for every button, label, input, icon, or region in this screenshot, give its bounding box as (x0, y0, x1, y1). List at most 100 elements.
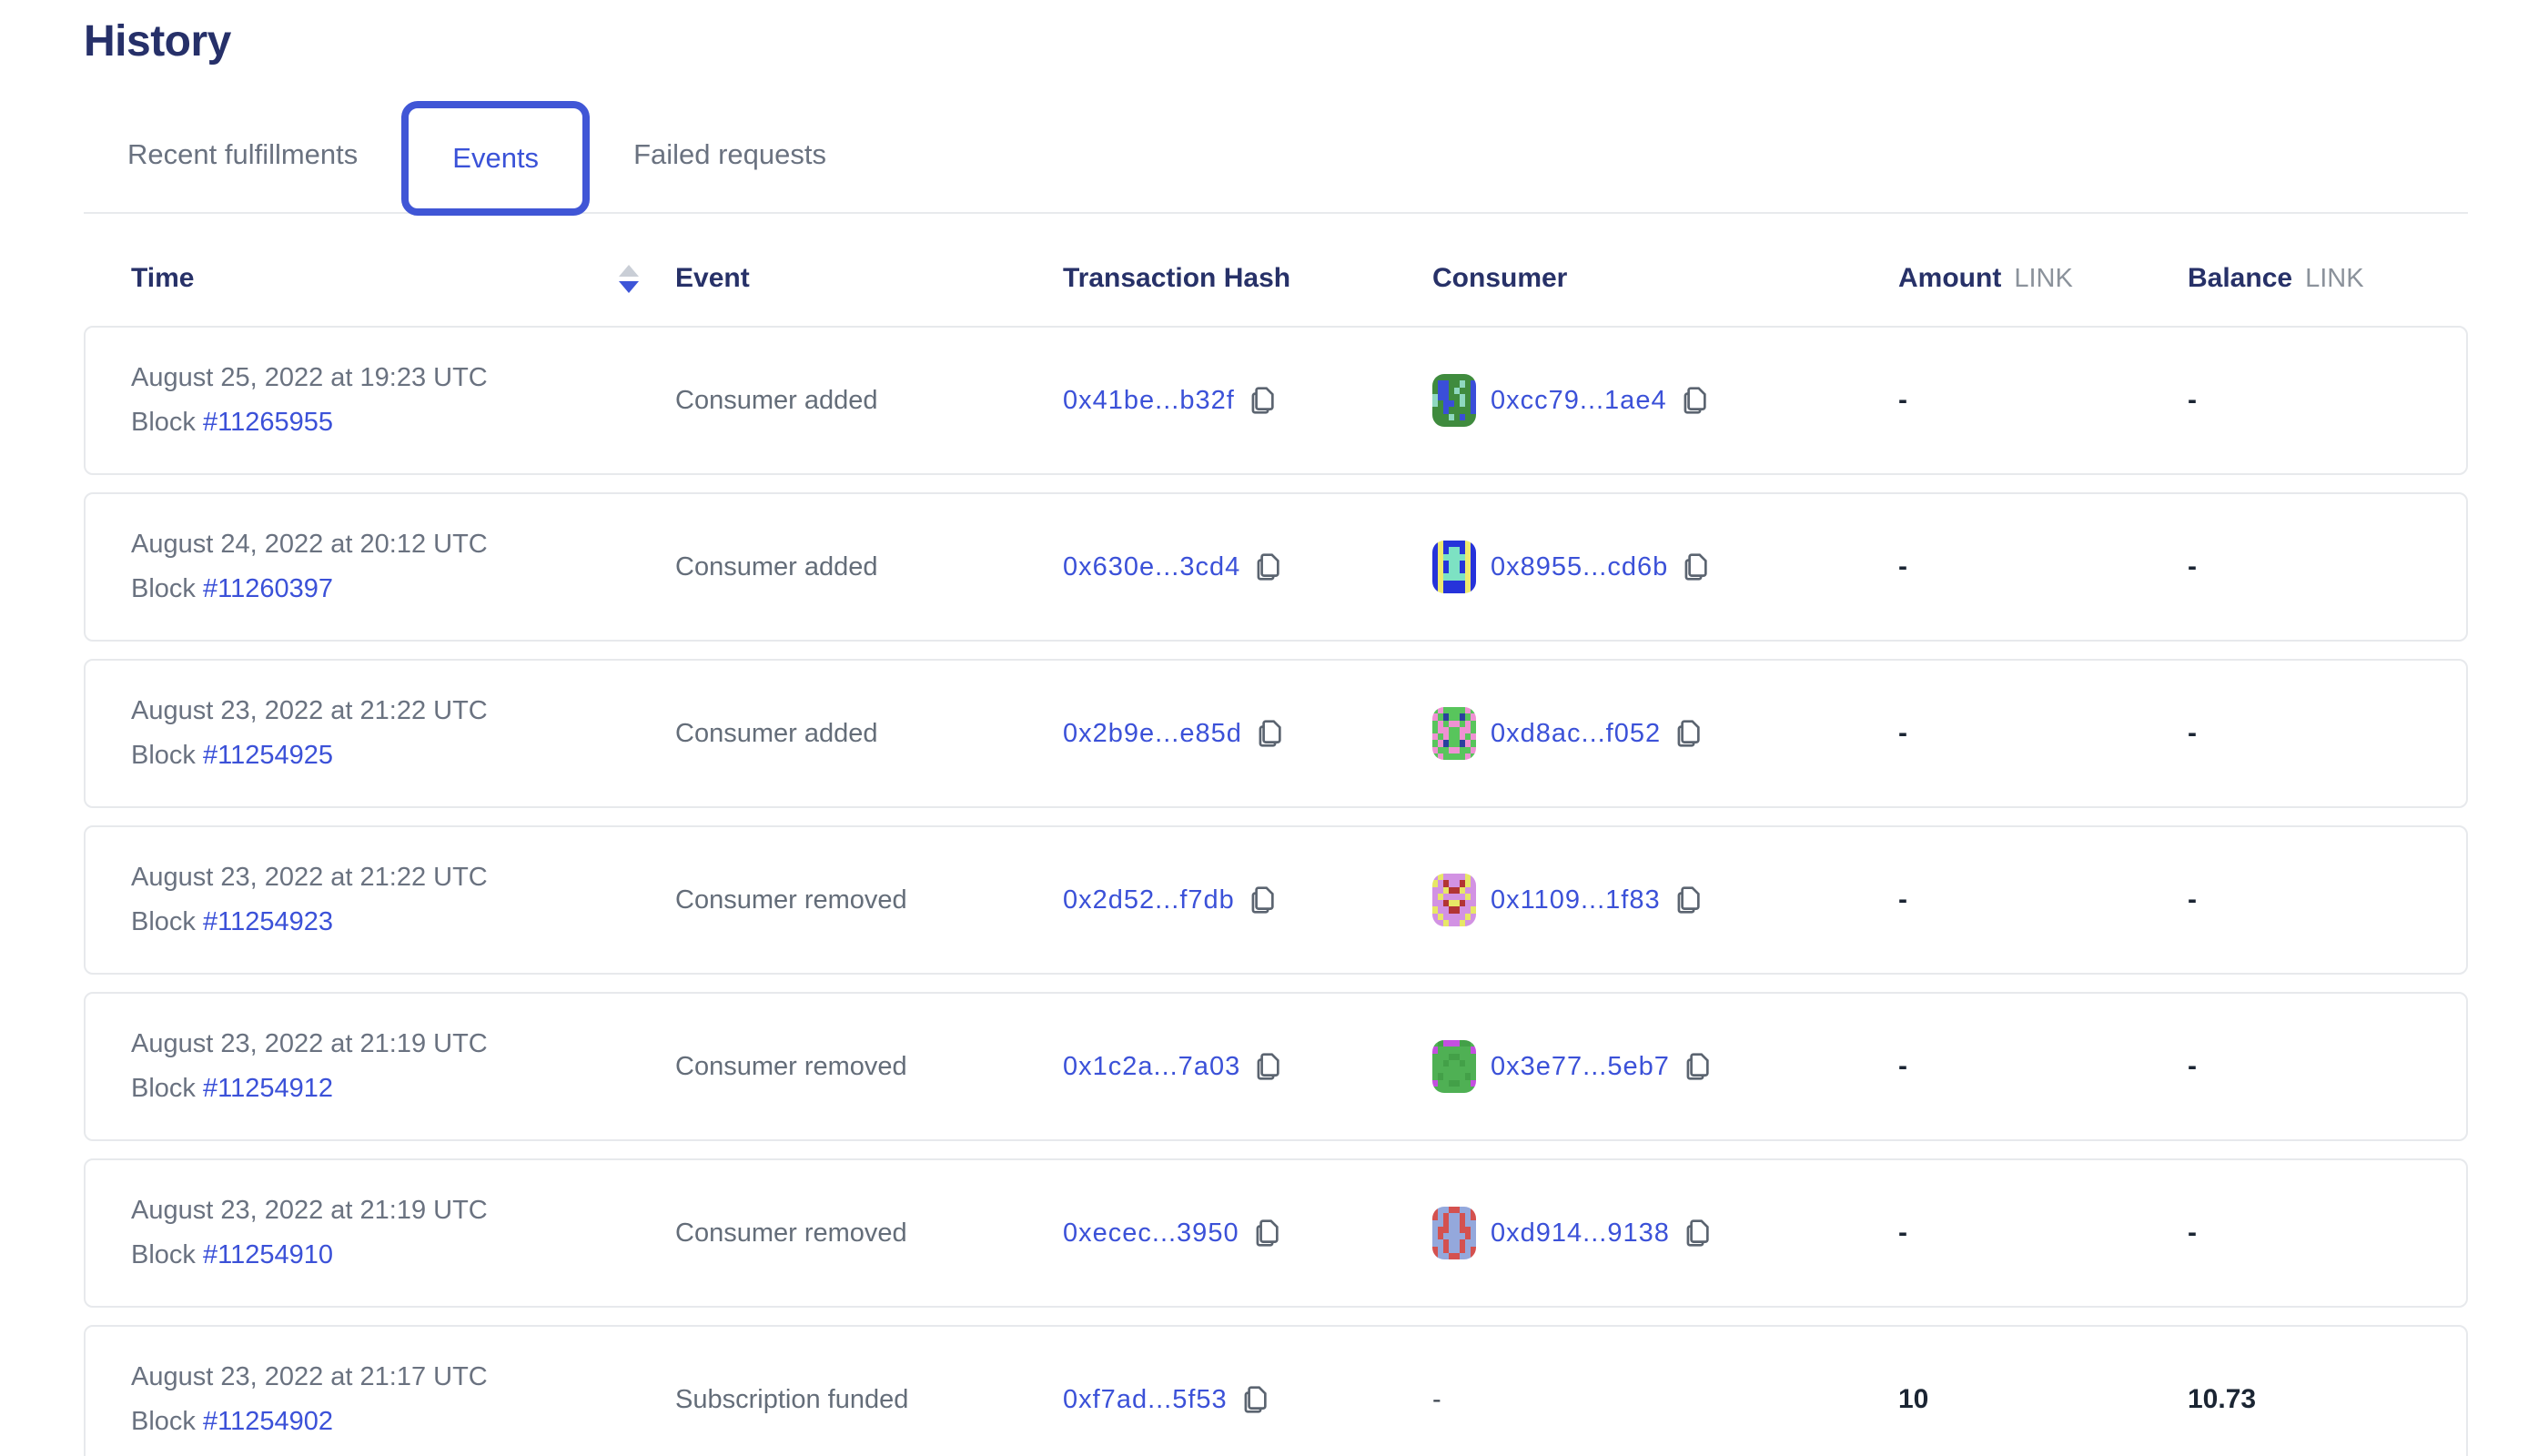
balance-value: - (2188, 1218, 2197, 1248)
transaction-hash-link[interactable]: 0x2d52...f7db (1063, 885, 1235, 915)
block-link[interactable]: #11254902 (202, 1407, 333, 1436)
block-link[interactable]: #11254923 (202, 907, 333, 936)
tab-events[interactable]: Events (401, 101, 591, 216)
event-cell: Consumer added (675, 551, 878, 581)
copy-icon[interactable] (1255, 1051, 1282, 1082)
amount-value: - (1898, 551, 1907, 581)
column-header-balance: Balance LINK (2188, 263, 2364, 293)
transaction-hash-link[interactable]: 0x2b9e...e85d (1063, 718, 1242, 748)
time-cell: August 23, 2022 at 21:19 UTC Block #1125… (131, 1194, 675, 1272)
transaction-hash-link[interactable]: 0xecec...3950 (1063, 1218, 1239, 1248)
row-date: August 23, 2022 at 21:19 UTC (131, 1196, 488, 1225)
copy-icon[interactable] (1249, 385, 1277, 416)
balance-value: 10.73 (2188, 1384, 2257, 1414)
event-cell: Consumer added (675, 718, 878, 748)
transaction-hash-link[interactable]: 0x41be...b32f (1063, 385, 1235, 415)
balance-unit-label: LINK (2305, 263, 2364, 293)
page-title: History (84, 17, 231, 66)
time-cell: August 23, 2022 at 21:22 UTC Block #1125… (131, 861, 675, 939)
tab-failed-requests[interactable]: Failed requests (633, 138, 827, 170)
balance-value: - (2188, 718, 2197, 748)
column-header-event: Event (675, 263, 750, 293)
consumer-address-link[interactable]: 0x8955...cd6b (1491, 551, 1669, 581)
row-date: August 23, 2022 at 21:19 UTC (131, 1029, 488, 1058)
consumer-address-link[interactable]: 0xd8ac...f052 (1491, 718, 1662, 748)
event-cell: Consumer removed (675, 1218, 907, 1248)
sort-descending-icon[interactable] (619, 264, 639, 293)
time-cell: August 24, 2022 at 20:12 UTC Block #1126… (131, 528, 675, 606)
block-link[interactable]: #11254912 (202, 1074, 333, 1103)
tab-recent-fulfillments[interactable]: Recent fulfillments (127, 138, 359, 170)
transaction-hash-cell: 0xf7ad...5f53 (1063, 1384, 1432, 1415)
copy-icon[interactable] (1249, 885, 1277, 915)
copy-icon[interactable] (1242, 1384, 1269, 1415)
consumer-cell: 0x8955...cd6b (1432, 541, 1898, 593)
balance-value: - (2188, 885, 2197, 915)
block-label: Block (131, 1407, 196, 1436)
consumer-address-link[interactable]: 0x1109...1f83 (1491, 885, 1661, 915)
amount-value: - (1898, 885, 1907, 915)
consumer-address-link[interactable]: 0xcc79...1ae4 (1491, 385, 1667, 415)
copy-icon[interactable] (1257, 718, 1284, 749)
copy-icon[interactable] (1675, 885, 1703, 915)
amount-value: - (1898, 1218, 1907, 1248)
copy-icon[interactable] (1255, 551, 1282, 582)
time-cell: August 25, 2022 at 19:23 UTC Block #1126… (131, 361, 675, 440)
consumer-address-link[interactable]: 0xd914...9138 (1491, 1218, 1670, 1248)
table-row: August 23, 2022 at 21:19 UTC Block #1125… (84, 992, 2468, 1141)
transaction-hash-link[interactable]: 0x630e...3cd4 (1063, 551, 1241, 581)
block-link[interactable]: #11254910 (202, 1240, 333, 1269)
consumer-avatar (1432, 1207, 1476, 1259)
table-row: August 23, 2022 at 21:17 UTC Block #1125… (84, 1325, 2468, 1456)
consumer-avatar (1432, 541, 1476, 593)
copy-icon[interactable] (1254, 1218, 1281, 1249)
copy-icon[interactable] (1682, 385, 1709, 416)
copy-icon[interactable] (1684, 1218, 1712, 1249)
table-row: August 23, 2022 at 21:22 UTC Block #1125… (84, 825, 2468, 975)
tab-bar: Recent fulfillments Events Failed reques… (84, 97, 2468, 216)
consumer-avatar (1432, 374, 1476, 427)
amount-unit-label: LINK (2014, 263, 2073, 293)
transaction-hash-link[interactable]: 0x1c2a...7a03 (1063, 1051, 1241, 1081)
block-link[interactable]: #11260397 (202, 574, 333, 603)
event-cell: Subscription funded (675, 1384, 909, 1414)
transaction-hash-cell: 0x2b9e...e85d (1063, 718, 1432, 749)
amount-value: - (1898, 385, 1907, 415)
row-date: August 24, 2022 at 20:12 UTC (131, 530, 488, 559)
block-link[interactable]: #11265955 (202, 408, 333, 437)
copy-icon[interactable] (1675, 718, 1703, 749)
block-label: Block (131, 408, 196, 437)
block-label: Block (131, 741, 196, 770)
row-date: August 23, 2022 at 21:17 UTC (131, 1362, 488, 1391)
consumer-cell: 0xd914...9138 (1432, 1207, 1898, 1259)
copy-icon[interactable] (1684, 1051, 1712, 1082)
transaction-hash-cell: 0x2d52...f7db (1063, 885, 1432, 915)
row-date: August 23, 2022 at 21:22 UTC (131, 863, 488, 892)
consumer-empty-value: - (1432, 1384, 1441, 1414)
consumer-cell: 0xd8ac...f052 (1432, 707, 1898, 760)
copy-icon[interactable] (1683, 551, 1710, 582)
consumer-address-link[interactable]: 0x3e77...5eb7 (1491, 1051, 1670, 1081)
column-header-amount: Amount LINK (1898, 263, 2073, 293)
transaction-hash-cell: 0xecec...3950 (1063, 1218, 1432, 1249)
amount-value: - (1898, 1051, 1907, 1081)
column-header-time: Time (131, 263, 675, 294)
block-label: Block (131, 1074, 196, 1103)
block-label: Block (131, 574, 196, 603)
amount-value: 10 (1898, 1384, 1929, 1414)
event-rows: August 25, 2022 at 19:23 UTC Block #1126… (84, 326, 2468, 1456)
block-label: Block (131, 1240, 196, 1269)
table-row: August 24, 2022 at 20:12 UTC Block #1126… (84, 492, 2468, 642)
table-row: August 23, 2022 at 21:22 UTC Block #1125… (84, 659, 2468, 808)
transaction-hash-link[interactable]: 0xf7ad...5f53 (1063, 1384, 1228, 1414)
table-header: Time Event Transaction Hash Consumer Amo… (86, 214, 2468, 294)
event-cell: Consumer added (675, 385, 878, 415)
consumer-avatar (1432, 1040, 1476, 1093)
time-cell: August 23, 2022 at 21:19 UTC Block #1125… (131, 1027, 675, 1106)
column-header-consumer: Consumer (1432, 263, 1568, 293)
transaction-hash-cell: 0x1c2a...7a03 (1063, 1051, 1432, 1082)
block-link[interactable]: #11254925 (202, 741, 333, 770)
transaction-hash-cell: 0x630e...3cd4 (1063, 551, 1432, 582)
balance-value: - (2188, 385, 2197, 415)
